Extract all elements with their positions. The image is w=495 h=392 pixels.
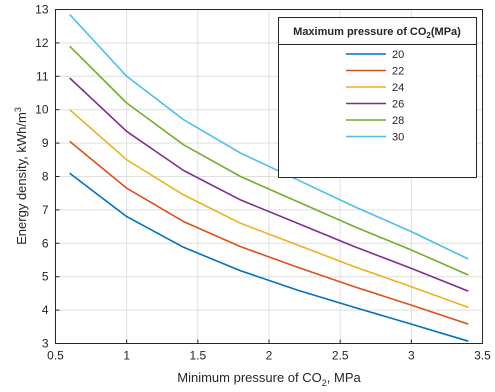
x-tick-label: 2 xyxy=(266,349,273,363)
legend-box xyxy=(278,17,477,178)
series-line-24 xyxy=(69,109,469,309)
x-tick-label: 1 xyxy=(123,349,130,363)
y-tick-label: 3 xyxy=(42,337,49,351)
y-tick-label: 9 xyxy=(42,136,49,150)
y-tick-label: 7 xyxy=(42,203,49,217)
legend-label-30: 30 xyxy=(392,132,404,144)
x-tick-label: 2.5 xyxy=(332,349,349,363)
legend-label-20: 20 xyxy=(392,49,404,61)
plot-frame xyxy=(55,9,483,344)
legend: Maximum pressure of CO2(MPa) 20 22 24 26 28 3… xyxy=(278,17,477,178)
y-tick-label: 11 xyxy=(36,69,49,83)
series-line-22 xyxy=(69,140,469,325)
series-line-26 xyxy=(69,77,469,292)
y-tick-label: 5 xyxy=(42,270,49,284)
series-lines xyxy=(69,13,469,342)
x-tick-label: 1.5 xyxy=(189,349,206,363)
y-tick-label: 13 xyxy=(35,3,49,17)
legend-label-22: 22 xyxy=(392,66,404,78)
y-axis-label: Energy density, kWh/m3 xyxy=(13,107,29,245)
y-tick-label: 4 xyxy=(42,303,49,317)
x-tick-label: 0.5 xyxy=(47,349,64,363)
legend-label-28: 28 xyxy=(392,115,404,127)
series-line-20 xyxy=(69,172,469,342)
y-tick-label: 12 xyxy=(35,36,49,50)
legend-entries: 20 22 24 26 28 30 xyxy=(346,49,404,144)
legend-label-24: 24 xyxy=(392,82,404,94)
x-axis-label: Minimum pressure of CO2, MPa xyxy=(177,370,361,388)
y-tick-label: 8 xyxy=(42,170,49,184)
y-tick-labels: 3 4 5 6 7 8 9 10 11 12 13 xyxy=(35,3,49,351)
series-line-30 xyxy=(69,13,469,260)
y-tick-label: 10 xyxy=(35,103,49,117)
x-tick-labels: 0.5 1 1.5 2 2.5 3 3.5 xyxy=(47,349,491,363)
y-tick-label: 6 xyxy=(42,236,49,250)
legend-title: Maximum pressure of CO2(MPa) xyxy=(293,26,461,40)
x-tick-label: 3 xyxy=(408,349,415,363)
x-tick-label: 3.5 xyxy=(474,349,491,363)
legend-label-26: 26 xyxy=(392,99,404,111)
series-line-28 xyxy=(69,45,469,276)
